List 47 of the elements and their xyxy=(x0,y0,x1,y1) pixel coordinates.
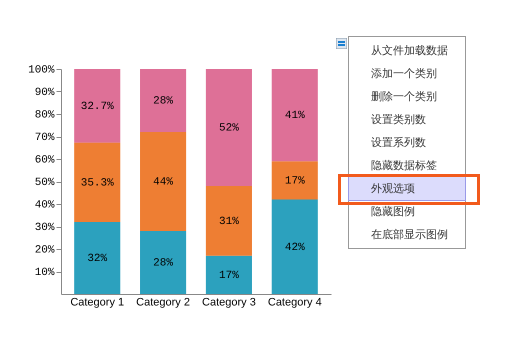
data-label: 31% xyxy=(219,216,240,228)
text: 设置类别数 xyxy=(370,112,427,128)
data-label: 44% xyxy=(153,176,174,188)
x-tick-label: Category 2 xyxy=(136,296,190,308)
y-tick-label: 60% xyxy=(34,154,55,166)
x-tick-label: Category 4 xyxy=(268,296,322,308)
text: 从文件加载数据 xyxy=(370,43,449,59)
data-label: 35.3% xyxy=(80,177,114,190)
y-tick-label: 50% xyxy=(34,177,55,189)
data-label: 17% xyxy=(219,270,240,282)
text: 在底部显示图例 xyxy=(370,227,449,243)
y-tick-label: 100% xyxy=(28,64,55,76)
bar xyxy=(140,231,186,294)
data-label: 41% xyxy=(284,110,306,122)
x-tick-label: Category 3 xyxy=(202,296,256,308)
bar xyxy=(206,186,252,256)
bar xyxy=(272,200,318,294)
data-label: 28% xyxy=(153,96,174,108)
data-label: 28% xyxy=(153,258,174,270)
bar xyxy=(74,69,120,143)
bar xyxy=(74,222,120,294)
bar xyxy=(272,69,318,162)
bar xyxy=(272,161,318,200)
bar xyxy=(206,69,252,186)
data-label: 52% xyxy=(219,122,240,134)
y-tick-label: 20% xyxy=(34,244,55,256)
y-tick-label: 30% xyxy=(34,222,55,234)
bar xyxy=(74,142,120,222)
text: 隐藏数据标签 xyxy=(370,158,438,174)
bar xyxy=(206,256,252,294)
y-tick-label: 90% xyxy=(34,87,55,99)
text: 删除一个类别 xyxy=(370,89,438,105)
text: 隐藏图例 xyxy=(370,204,416,220)
text: 添加一个类别 xyxy=(370,66,438,82)
y-tick-label: 40% xyxy=(34,200,55,212)
data-label: 42% xyxy=(284,242,306,254)
x-tick-label: Category 1 xyxy=(70,296,124,308)
data-label: 32.7% xyxy=(80,100,114,113)
data-label: 17% xyxy=(284,175,306,188)
bar xyxy=(140,69,186,132)
text: 外观选项 xyxy=(349,177,465,200)
y-tick-label: 80% xyxy=(34,110,55,122)
bar xyxy=(140,132,186,231)
data-label: 32% xyxy=(87,253,108,265)
y-tick-label: 70% xyxy=(34,132,55,144)
y-tick-label: 10% xyxy=(34,267,55,279)
text: 设置系列数 xyxy=(370,135,427,151)
